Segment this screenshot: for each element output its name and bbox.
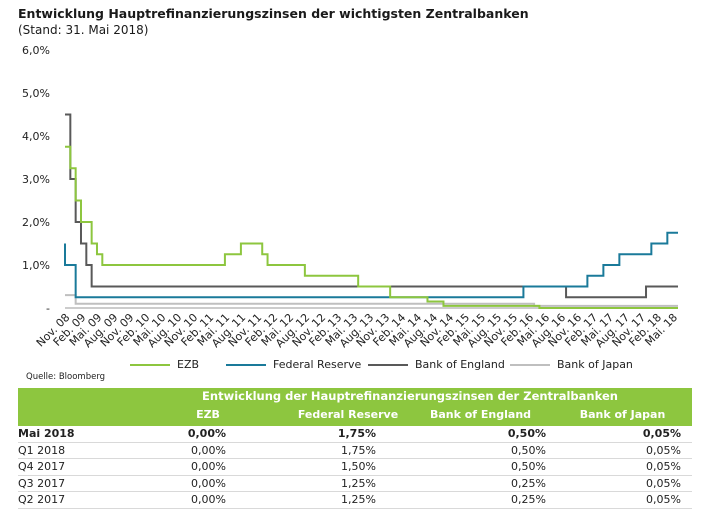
y-tick-label: 1,0% [22,259,50,272]
cell-fed: 1,75% [337,427,376,440]
source-note: Quelle: Bloomberg [26,372,106,382]
column-header-boj: Bank of Japan [579,408,666,421]
cell-fed: 1,25% [341,493,376,506]
cell-ezb: 0,00% [187,427,226,440]
table-row: Q1 2018 0,00% 1,75% 0,50% 0,05% [18,443,692,459]
cell-boj: 0,05% [646,476,681,490]
cell-boe: 0,25% [511,476,546,490]
column-header-ezb: EZB [196,408,220,421]
cell-fed: 1,50% [341,460,376,473]
table-body: Mai 2018 0,00% 1,75% 0,50% 0,05% Q1 2018 0,00%… [18,426,692,509]
cell-boj: 0,05% [646,443,681,457]
y-tick-label: 6,0% [22,44,50,57]
cell-boe: 0,50% [511,460,546,473]
row-label: Q1 2018 [18,443,66,457]
legend-item-boj: Bank of Japan [510,358,633,371]
cell-boj: 0,05% [646,460,681,473]
legend-item-ezb: EZB [130,358,199,371]
series-line-ezb [65,145,678,309]
table-header: Entwicklung der Hauptrefinanzierungszins… [18,388,692,426]
row-label: Q2 2017 [18,493,66,506]
table-row: Mai 2018 0,00% 1,75% 0,50% 0,05% [18,426,692,443]
legend-swatch-ezb [130,363,170,366]
table-row: Q2 2017 0,00% 1,25% 0,25% 0,05% [18,492,692,509]
y-tick-label: 3,0% [22,173,50,186]
legend-item-boe: Bank of England [368,358,505,371]
cell-fed: 1,75% [341,443,376,457]
row-label: Q3 2017 [18,476,66,490]
series-line-boe [65,113,678,299]
table-column-headers: EZB Federal Reserve Bank of England Bank… [18,404,692,426]
chart-subtitle: (Stand: 31. Mai 2018) [18,23,149,37]
series-line-fed [64,231,678,299]
legend-label-boj: Bank of Japan [557,358,633,371]
column-header-boe: Bank of England [429,408,532,421]
cell-boe: 0,50% [507,427,546,440]
cell-boj: 0,05% [646,493,681,506]
chart-title: Entwicklung Hauptrefinanzierungszinsen d… [18,6,529,21]
cell-ezb: 0,00% [191,460,226,473]
legend-swatch-boj [510,363,550,366]
rates-table: Entwicklung der Hauptrefinanzierungszins… [18,388,692,509]
column-header-label [18,404,128,426]
legend-label-boe: Bank of England [415,358,505,371]
legend-item-fed: Federal Reserve [226,358,361,371]
legend-label-ezb: EZB [177,358,200,371]
cell-fed: 1,25% [341,476,376,490]
row-label: Mai 2018 [18,427,75,440]
legend-label-fed: Federal Reserve [273,358,362,371]
legend-swatch-fed [226,363,266,366]
y-tick-label: 5,0% [22,87,50,100]
cell-ezb: 0,00% [191,476,226,490]
series-line-boj [65,294,678,307]
table-row: Q3 2017 0,00% 1,25% 0,25% 0,05% [18,476,692,492]
y-tick-label: 2,0% [22,216,50,229]
cell-ezb: 0,00% [191,493,226,506]
legend-swatch-boe [368,363,408,366]
y-tick-label: - [46,302,50,315]
cell-ezb: 0,00% [191,443,226,457]
table-title: Entwicklung der Hauptrefinanzierungszins… [202,389,618,403]
column-header-fed: Federal Reserve [297,408,399,421]
y-tick-label: 4,0% [22,130,50,143]
table-row: Q4 2017 0,00% 1,50% 0,50% 0,05% [18,459,692,476]
cell-boe: 0,50% [511,443,546,457]
cell-boe: 0,25% [511,493,546,506]
cell-boj: 0,05% [642,427,681,440]
chart-legend: EZB Federal Reserve Bank of England Bank… [130,358,690,374]
row-label: Q4 2017 [18,460,66,473]
